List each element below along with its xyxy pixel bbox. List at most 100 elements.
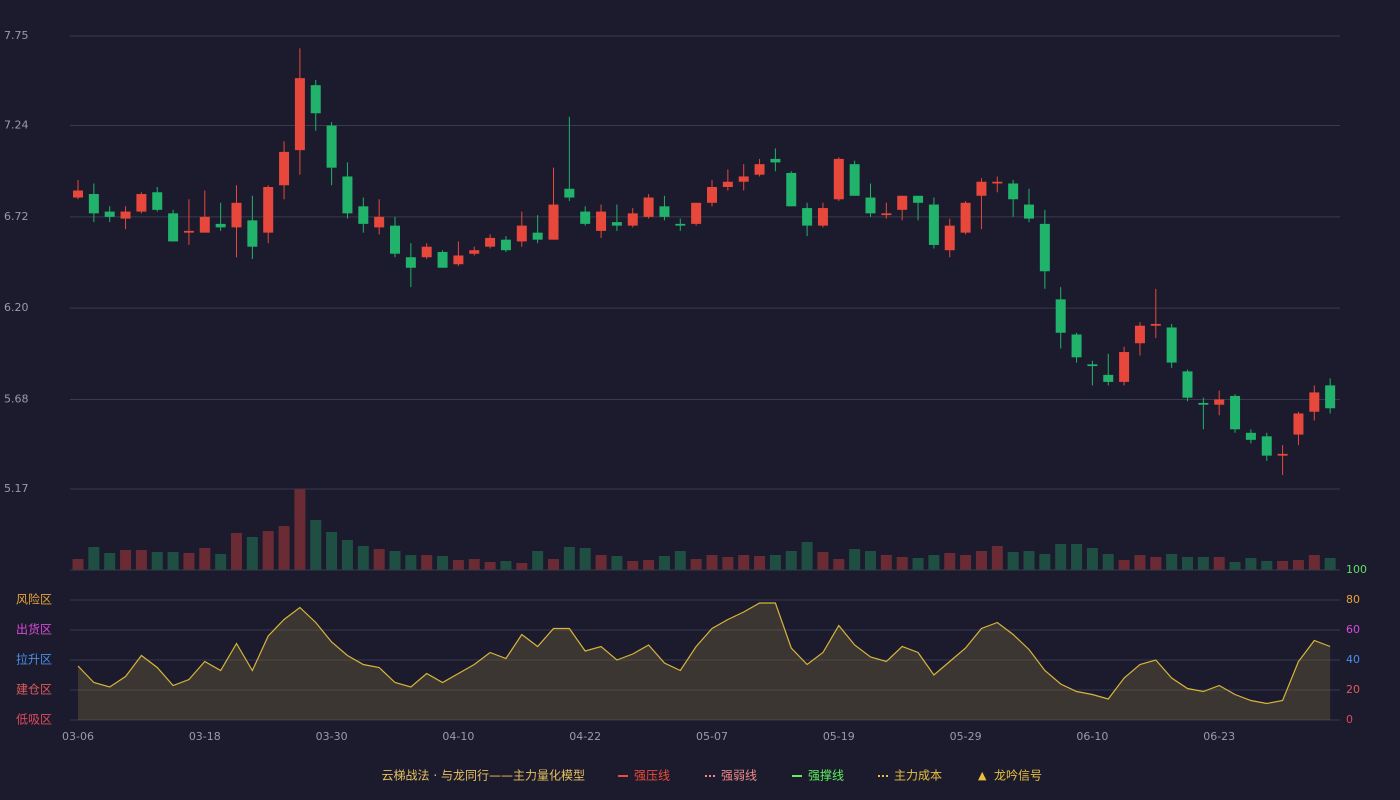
volume-bar xyxy=(975,551,987,570)
candle-body xyxy=(1055,299,1066,333)
candle-body xyxy=(1277,453,1288,456)
zone-label: 风险区 xyxy=(16,592,52,607)
volume-bar xyxy=(326,532,338,570)
candle-body xyxy=(500,239,511,251)
candle-body xyxy=(944,225,955,251)
volume-bar xyxy=(1039,554,1051,570)
candle-body xyxy=(564,188,575,198)
candle-body xyxy=(754,164,765,175)
volume-bar xyxy=(484,562,496,570)
candle-body xyxy=(643,197,654,217)
y-tick-label: 80 xyxy=(1346,593,1360,606)
volume-bar xyxy=(199,548,211,570)
candle-body xyxy=(279,151,290,186)
zone-label: 拉升区 xyxy=(16,652,52,667)
volume-bar xyxy=(373,549,385,570)
x-tick-label: 05-29 xyxy=(950,730,982,743)
legend-title: 云梯战法 · 与龙同行——主力量化模型 xyxy=(382,769,585,783)
candle-body xyxy=(390,225,400,254)
candle-body xyxy=(421,246,432,258)
volume-bar xyxy=(500,561,512,570)
volume-bar xyxy=(1213,557,1225,570)
candle-body xyxy=(73,190,83,198)
candle-body xyxy=(833,158,844,200)
volume-bar xyxy=(278,526,290,570)
candle-body xyxy=(1182,371,1193,398)
candle-body xyxy=(1087,364,1098,367)
volume-bar xyxy=(167,552,179,570)
y-tick-label: 20 xyxy=(1346,683,1360,696)
candle-body xyxy=(1166,327,1177,363)
candle-body xyxy=(1261,436,1272,456)
candle-body xyxy=(1309,392,1320,412)
volume-bar xyxy=(690,559,702,570)
volume-bar xyxy=(1134,555,1146,570)
volume-bar xyxy=(738,555,750,570)
volume-bar xyxy=(865,551,876,570)
volume-bar xyxy=(120,550,132,570)
volume-bar xyxy=(405,555,417,570)
legend-label: 主力成本 xyxy=(894,769,942,783)
candle-body xyxy=(817,208,828,226)
volume-bar xyxy=(722,557,734,570)
volume-bar xyxy=(151,552,163,570)
volume-bar xyxy=(563,547,575,570)
volume-bar xyxy=(928,555,940,570)
candle-body xyxy=(1134,325,1145,344)
y-tick-label: 5.17 xyxy=(4,482,29,495)
candle-body xyxy=(453,255,464,265)
legend-label: 强弱线 xyxy=(721,769,757,783)
candle-body xyxy=(120,211,131,219)
candle-body xyxy=(1214,399,1225,405)
volume-bar xyxy=(532,551,544,570)
candle-body xyxy=(342,176,353,214)
volume-bar xyxy=(1229,562,1241,570)
volume-bar xyxy=(896,557,908,570)
candle-body xyxy=(770,158,781,163)
y-tick-label: 0 xyxy=(1346,713,1353,726)
volume-bar xyxy=(991,546,1003,570)
volume-bar xyxy=(183,553,195,570)
volume-bar xyxy=(548,559,559,570)
x-tick-label: 06-10 xyxy=(1076,730,1108,743)
candle-body xyxy=(960,202,971,233)
volume-bar xyxy=(357,546,369,570)
candle-body xyxy=(691,202,702,224)
volume-bar xyxy=(595,555,607,570)
line xyxy=(77,602,1331,705)
volume-bar xyxy=(1182,557,1193,570)
candle-body xyxy=(1325,385,1336,409)
candle-body xyxy=(1293,413,1304,435)
x-tick-label: 03-18 xyxy=(189,730,221,743)
candle-body xyxy=(1008,183,1019,200)
candle-body xyxy=(913,195,924,203)
volume-bar xyxy=(88,547,100,570)
candle-body xyxy=(1103,374,1114,382)
candle-body xyxy=(136,194,147,212)
zone-label: 出货区 xyxy=(16,622,52,637)
candle-body xyxy=(1024,204,1034,219)
candle-body xyxy=(437,251,448,268)
volume-bar xyxy=(294,489,306,570)
candle-body xyxy=(374,216,385,228)
legend-symbol: ▲ xyxy=(978,769,987,782)
candle-body xyxy=(1198,402,1209,405)
candle-body xyxy=(786,172,797,207)
candle-body xyxy=(104,211,115,217)
volume-bar xyxy=(801,542,813,570)
volume-bar xyxy=(1324,558,1336,570)
volume-bar xyxy=(1261,561,1273,570)
volume-bar xyxy=(833,559,845,570)
candle-body xyxy=(802,208,813,226)
volume-bar xyxy=(516,563,528,570)
candle-body xyxy=(199,216,210,233)
volume-bar xyxy=(1166,554,1178,570)
volume-bar xyxy=(1007,552,1019,570)
volume-bar xyxy=(674,551,686,570)
candle-body xyxy=(1071,334,1082,358)
area-fill xyxy=(78,603,1331,720)
candle-body xyxy=(152,192,163,210)
volume-bar xyxy=(912,558,924,570)
